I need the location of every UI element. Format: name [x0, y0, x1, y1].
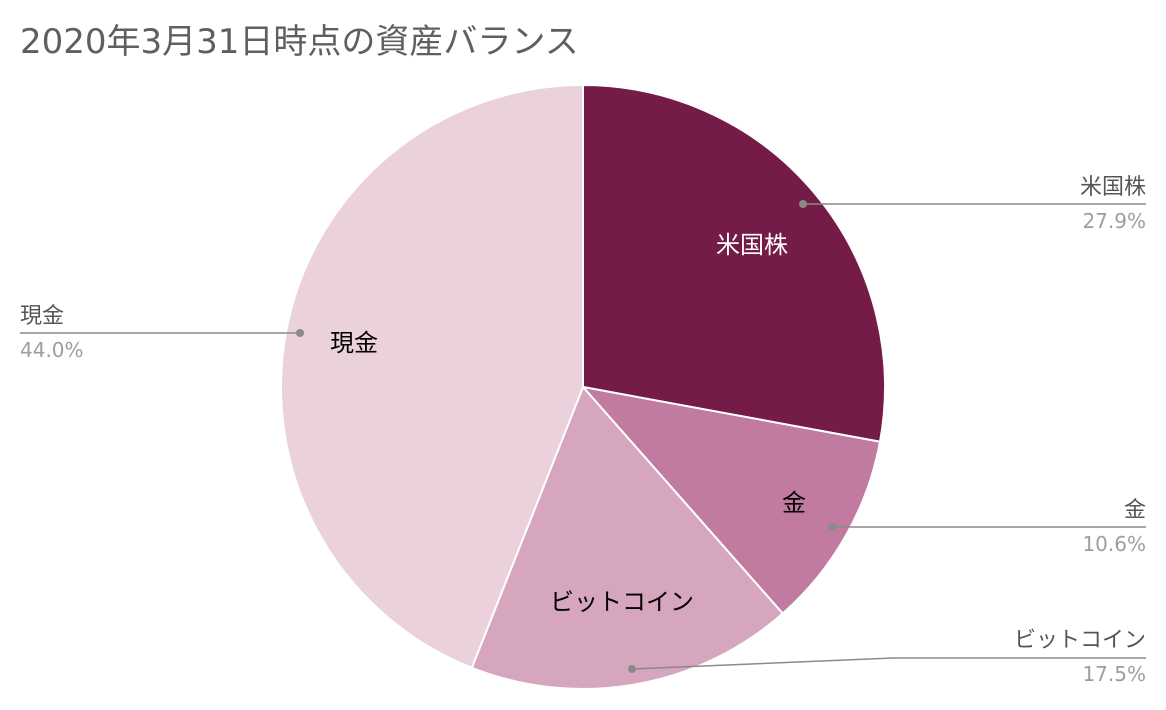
slice-label: ビットコイン — [550, 588, 694, 616]
callout-name: 米国株 — [1080, 175, 1146, 200]
callout-percent: 27.9% — [1082, 209, 1146, 233]
callout-percent: 10.6% — [1082, 532, 1146, 556]
slice-label: 米国株 — [716, 231, 788, 259]
pie-callouts: 米国株 27.9% 金 10.6% ビットコイン 17.5% 現金 44.0% — [20, 175, 1146, 686]
callout-name: 金 — [1124, 498, 1146, 523]
chart-title: 2020年3月31日時点の資産バランス — [20, 22, 579, 62]
pie-slice — [582, 83, 886, 443]
pie-slice — [580, 385, 882, 615]
pie-slice — [280, 83, 584, 670]
callout-name: 現金 — [20, 304, 64, 329]
slice-label: 金 — [782, 489, 806, 517]
pie-slice — [470, 385, 785, 690]
callout-line — [631, 657, 1146, 670]
pie-slices — [280, 83, 886, 690]
callout-percent: 17.5% — [1082, 662, 1146, 686]
callout-percent: 44.0% — [20, 338, 84, 362]
callout-name: ビットコイン — [1014, 628, 1146, 653]
slice-label: 現金 — [330, 329, 378, 357]
